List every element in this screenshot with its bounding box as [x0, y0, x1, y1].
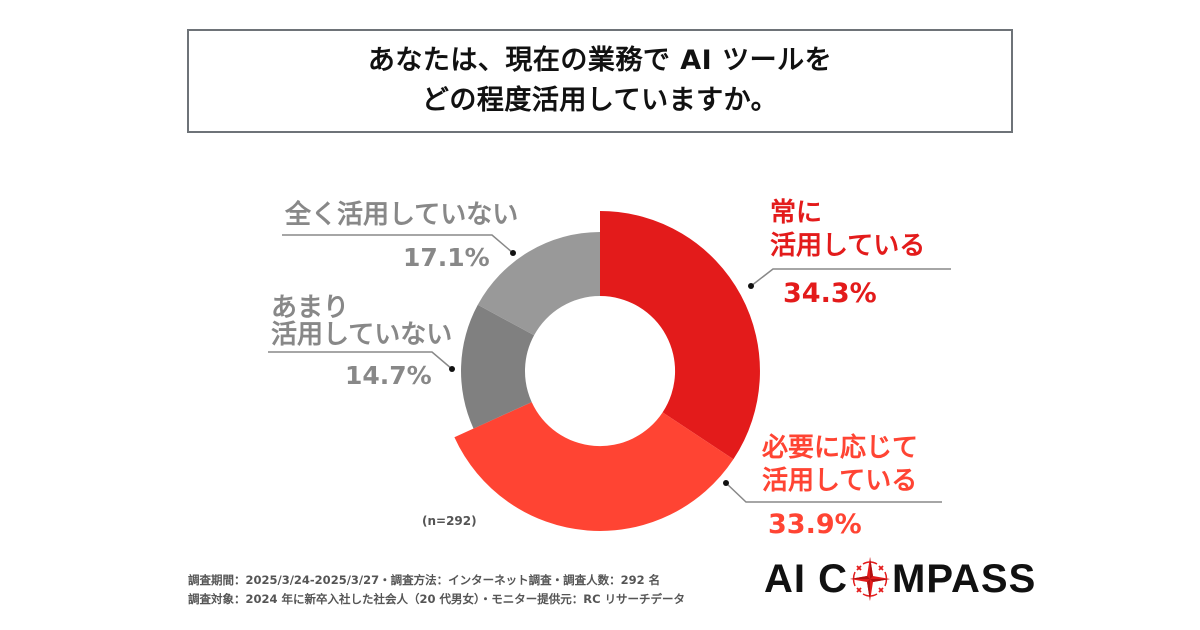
segment-as-needed	[454, 402, 734, 531]
label-rarely-line2: 活用していない	[271, 320, 453, 350]
leader-line-rarely	[268, 351, 453, 370]
leader-line-always	[750, 268, 951, 287]
percent-never: 17.1%	[403, 243, 490, 272]
ai-compass-logo: AI C MPASS	[764, 556, 1036, 602]
logo-text-part2: MPASS	[892, 556, 1037, 601]
leader-dot-as-needed	[723, 480, 729, 486]
sample-size-label: (n=292)	[422, 514, 477, 528]
compass-icon	[850, 557, 890, 601]
segment-never	[477, 232, 600, 336]
question-title-box: あなたは、現在の業務で AI ツールを どの程度活用していますか。	[187, 29, 1013, 133]
label-rarely-line1: あまり	[271, 293, 350, 323]
percent-as-needed: 33.9%	[768, 509, 862, 540]
label-always-line2: 活用している	[770, 231, 926, 261]
percent-always: 34.3%	[783, 278, 877, 309]
leader-line-as-needed	[725, 482, 942, 503]
survey-note-target: 調査対象：2024 年に新卒入社した社会人（20 代男女）・モニター提供元：RC…	[188, 592, 686, 606]
question-title-line-1: あなたは、現在の業務で AI ツールを	[367, 45, 833, 76]
label-as-needed-line2: 活用している	[762, 466, 918, 496]
label-as-needed-line1: 必要に応じて	[762, 433, 919, 463]
leader-dot-rarely	[449, 366, 455, 372]
leader-line-never	[282, 234, 514, 254]
logo-text-part1: AI C	[764, 556, 848, 601]
percent-rarely: 14.7%	[345, 361, 432, 390]
survey-note-period: 調査期間：2025/3/24-2025/3/27・調査方法：インターネット調査・…	[188, 573, 661, 587]
segment-rarely	[461, 304, 535, 429]
label-always-line1: 常に	[770, 198, 823, 228]
question-title-line-2: どの程度活用していますか。	[421, 85, 779, 116]
segment-always	[600, 211, 760, 460]
leader-dot-always	[748, 283, 754, 289]
label-never: 全く活用していない	[285, 200, 519, 230]
leader-dot-never	[510, 250, 516, 256]
